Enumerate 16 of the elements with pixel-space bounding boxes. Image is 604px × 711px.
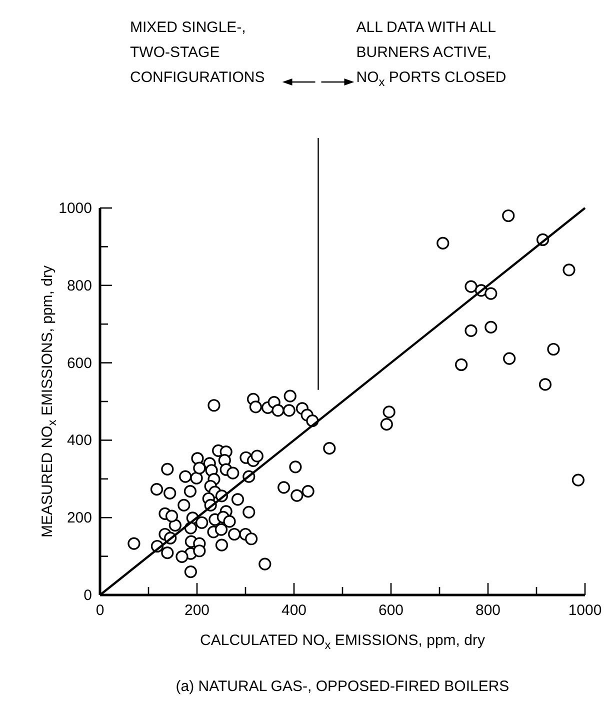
x-tick-label: 200	[184, 602, 210, 619]
text: MIXED SINGLE-, TWO-STAGE CONFIGURATIONS	[130, 19, 265, 86]
x-tick-label: 600	[378, 602, 404, 619]
y-tick-label: 800	[66, 277, 92, 294]
x-tick-label: 800	[475, 602, 501, 619]
x-axis-title: CALCULATED NO$_{x}$ EMISSIONS, ppm, dry	[200, 632, 486, 652]
y-tick-label: 1000	[58, 200, 92, 217]
y-tick-label: 600	[66, 354, 92, 372]
y-tick-label: 200	[66, 510, 92, 527]
text: ALL DATA WITH ALL BURNERS ACTIVE, NO$_{x}$ PORTS CLOSED	[356, 19, 506, 90]
y-tick-label: 400	[66, 432, 92, 450]
y-tick-label: 0	[84, 587, 92, 604]
x-tick-label: 400	[281, 602, 307, 619]
x-tick-label: 0	[96, 602, 104, 619]
x-tick-label: 1000	[568, 602, 602, 619]
text: (a) NATURAL GAS-, OPPOSED-FIRED BOILERS	[176, 678, 510, 695]
